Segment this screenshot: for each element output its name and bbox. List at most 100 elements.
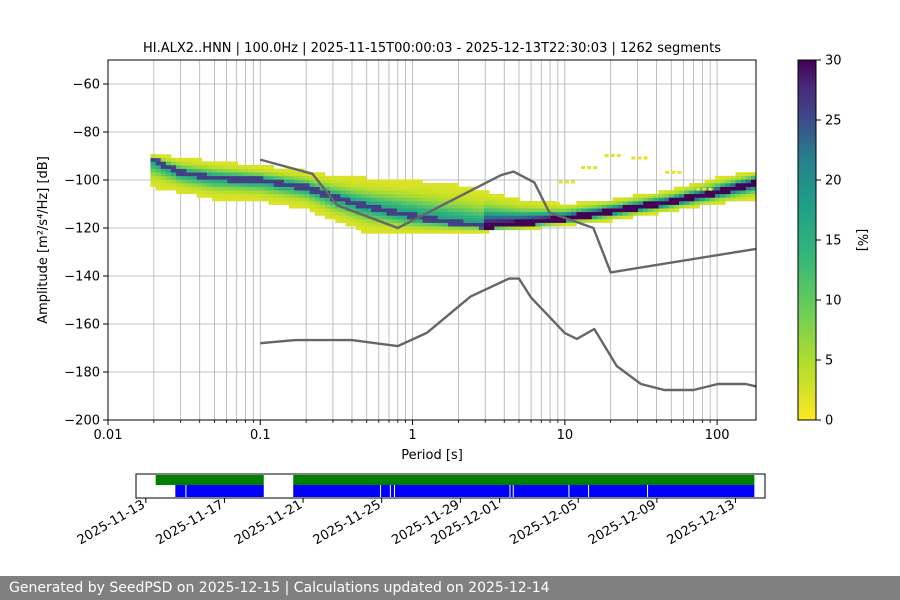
colorbar-tick-label: 25 <box>825 114 842 129</box>
psd-cell <box>458 201 464 205</box>
psd-cell <box>478 229 485 234</box>
psd-cell <box>637 156 642 160</box>
psd-cell <box>196 179 203 184</box>
psd-cell <box>550 208 557 213</box>
y-axis-label: Amplitude [m²/s⁴/Hz] [dB] <box>36 156 51 324</box>
psd-cell <box>401 208 408 213</box>
psd-cell <box>176 179 182 184</box>
psd-cell <box>206 175 213 180</box>
psd-cell <box>212 175 218 180</box>
psd-cell <box>396 222 403 227</box>
psd-cell <box>299 175 305 180</box>
psd-cell <box>324 179 331 184</box>
psd-cell <box>365 208 372 213</box>
psd-cell <box>217 168 223 173</box>
psd-cell <box>412 179 418 184</box>
psd-cell <box>355 190 362 195</box>
psd-cell <box>253 183 259 187</box>
psd-cell <box>540 219 546 223</box>
psd-cell <box>340 175 346 180</box>
psd-cell <box>453 215 459 220</box>
psd-cell <box>212 183 218 187</box>
psd-cell <box>309 190 315 195</box>
psd-cell <box>673 201 680 205</box>
psd-cell <box>745 190 752 195</box>
psd-cell <box>432 222 439 227</box>
psd-cell <box>242 183 249 187</box>
psd-cell <box>237 183 244 187</box>
psd-cell <box>396 201 403 205</box>
psd-cell <box>345 219 351 223</box>
psd-cell <box>268 168 274 173</box>
psd-cell <box>658 193 664 198</box>
psd-cell <box>637 193 644 198</box>
psd-cell <box>499 226 505 231</box>
psd-cell <box>360 222 367 227</box>
psd-cell <box>314 172 321 177</box>
psd-cell <box>232 190 238 195</box>
psd-cell <box>663 190 670 195</box>
psd-cell <box>412 219 418 223</box>
psd-cell <box>417 219 423 223</box>
psd-cell <box>596 201 603 205</box>
psd-cell <box>294 175 300 180</box>
psd-cell <box>319 179 326 184</box>
psd-cell <box>227 161 233 166</box>
psd-cell <box>458 197 464 202</box>
psd-cell <box>627 201 634 205</box>
psd-cell <box>191 190 197 195</box>
psd-cell <box>458 211 464 216</box>
psd-cell <box>360 229 367 234</box>
psd-cell <box>340 219 346 223</box>
psd-cell <box>448 215 454 220</box>
psd-cell <box>396 211 403 216</box>
psd-cell <box>160 161 167 166</box>
psd-cell <box>679 186 685 191</box>
psd-cell <box>289 175 295 180</box>
psd-cell <box>453 183 459 187</box>
psd-cell <box>289 201 295 205</box>
psd-cell <box>556 202 561 206</box>
psd-cell <box>407 226 413 231</box>
psd-cell <box>237 190 244 195</box>
psd-cell <box>637 208 644 213</box>
psd-cell <box>391 208 398 213</box>
psd-cell <box>417 197 423 202</box>
psd-cell <box>427 186 433 191</box>
psd-cell <box>437 193 444 198</box>
psd-cell <box>381 219 387 223</box>
psd-cell <box>587 166 592 170</box>
psd-cell <box>350 215 357 220</box>
psd-cell <box>684 193 690 198</box>
psd-cell <box>376 204 382 209</box>
psd-cell <box>478 222 485 227</box>
psd-cell <box>448 211 454 216</box>
psd-cell <box>581 166 586 170</box>
psd-cell <box>478 208 485 213</box>
psd-cell <box>463 222 469 227</box>
psd-cell <box>432 219 439 223</box>
colorbar-ticks: 0 5 10 15 20 25 30 <box>816 54 842 429</box>
psd-cell <box>448 229 454 234</box>
psd-cell <box>222 165 228 169</box>
psd-cell <box>622 201 629 205</box>
psd-cell <box>227 197 233 202</box>
psd-cell <box>504 226 510 231</box>
psd-cell <box>299 193 305 198</box>
psd-cell <box>350 179 357 184</box>
psd-cell <box>509 197 516 202</box>
psd-cell <box>186 172 192 177</box>
psd-cell <box>263 186 269 191</box>
psd-cell <box>489 197 495 202</box>
psd-cell <box>684 186 690 191</box>
psd-cell <box>586 208 593 213</box>
psd-cell <box>740 197 747 202</box>
psd-cell <box>319 190 326 195</box>
psd-cell <box>186 161 192 166</box>
psd-cell <box>340 186 346 191</box>
psd-cell <box>714 175 721 180</box>
psd-cell <box>422 183 428 187</box>
psd-cell <box>294 204 300 209</box>
psd-cell <box>232 183 238 187</box>
psd-cell <box>484 201 490 205</box>
